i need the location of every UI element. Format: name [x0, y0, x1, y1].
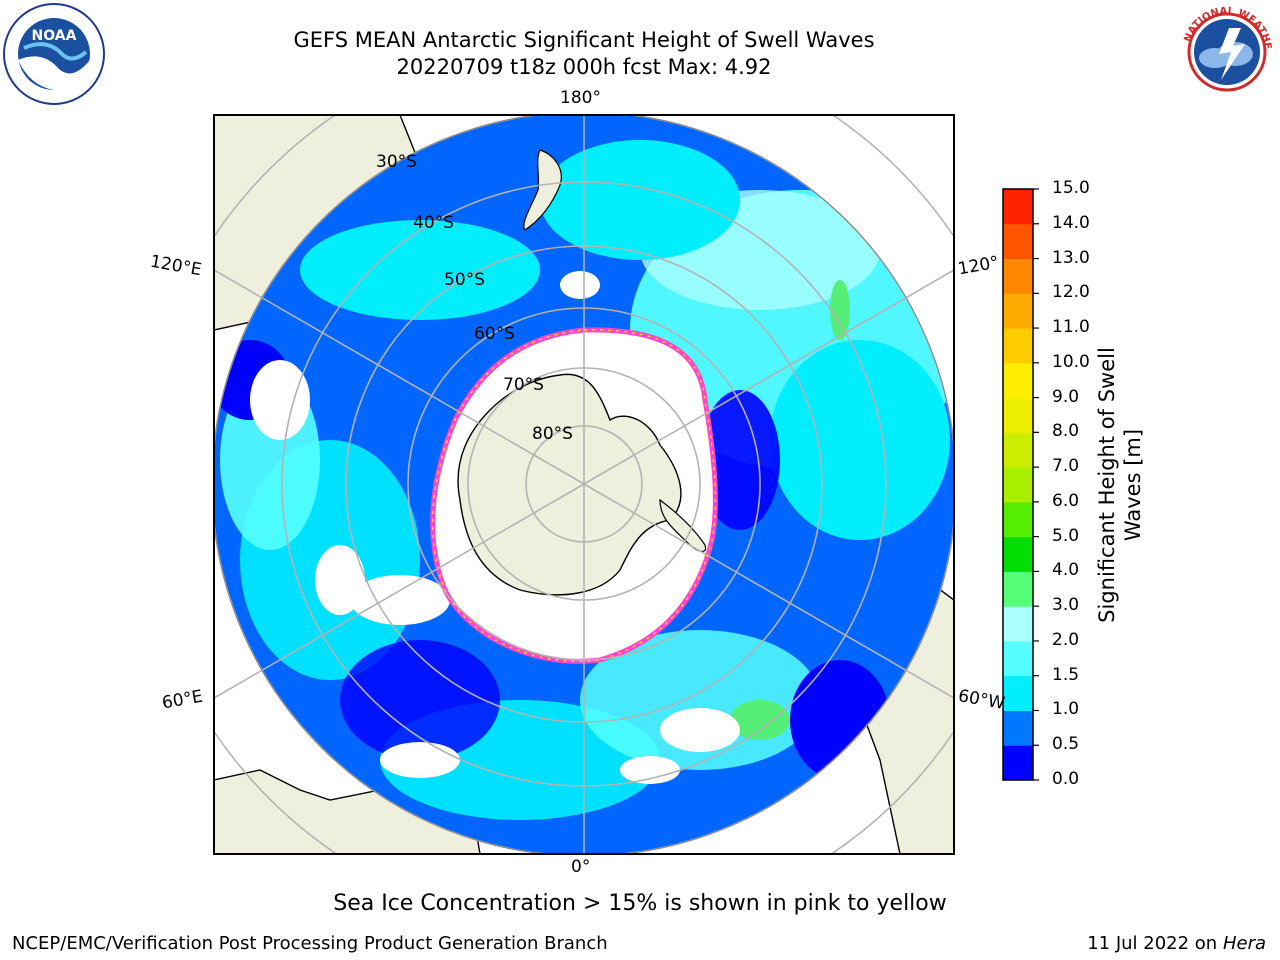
colorbar-segment — [1003, 536, 1033, 572]
colorbar-segment — [1003, 189, 1033, 225]
lat-label-40s: 40°S — [413, 213, 454, 233]
colorbar-tick-label: 3.0 — [1052, 595, 1080, 616]
antarctica-land — [457, 373, 682, 596]
chart-subtitle: 20220709 t18z 000h fcst Max: 4.92 — [396, 55, 772, 79]
footer-date: 11 Jul 2022 on Hera — [1087, 933, 1266, 954]
national-weather-service-icon: NATIONAL WEATHER SERVICE — [1175, 0, 1277, 102]
colorbar-tick-label: 0.5 — [1052, 734, 1080, 755]
chart-title: GEFS MEAN Antarctic Significant Height o… — [293, 28, 875, 52]
footer-date-text: 11 Jul 2022 on — [1087, 933, 1223, 954]
colorbar-segment — [1003, 501, 1033, 538]
colorbar-tick-label: 13.0 — [1052, 247, 1090, 268]
colorbar-segment — [1003, 571, 1033, 607]
colorbar-segment — [1003, 362, 1033, 399]
lat-label-50s: 50°S — [444, 270, 485, 290]
colorbar-segment — [1003, 293, 1033, 329]
colorbar-tick-label: 4.0 — [1052, 560, 1080, 581]
colorbar-tick-label: 1.0 — [1052, 699, 1080, 720]
colorbar-segment — [1003, 640, 1033, 677]
colorbar-tick-label: 9.0 — [1052, 386, 1080, 407]
colorbar-tick-label: 6.0 — [1052, 490, 1080, 511]
colorbar-title: Significant Height of Swell Waves [m] — [1095, 347, 1145, 623]
colorbar-segment — [1003, 397, 1033, 433]
swell-max-region — [730, 700, 790, 740]
colorbar — [1002, 188, 1039, 781]
footer-credit: NCEP/EMC/Verification Post Processing Pr… — [12, 933, 608, 954]
lon-label-180: 180° — [560, 88, 601, 108]
colorbar-tick-label: 7.0 — [1052, 456, 1080, 477]
colorbar-tick-label: 8.0 — [1052, 421, 1080, 442]
colorbar-segment — [1003, 606, 1033, 642]
colorbar-segment — [1003, 675, 1033, 711]
noaa-logo-icon: NOAA — [3, 3, 105, 105]
colorbar-tick-label: 0.0 — [1052, 769, 1080, 789]
lat-label-70s: 70°S — [503, 375, 544, 395]
colorbar-tick-label: 1.5 — [1052, 664, 1080, 685]
colorbar-tick-label: 14.0 — [1052, 212, 1090, 233]
footer-system: Hera — [1222, 933, 1266, 954]
lon-label-0: 0° — [571, 857, 591, 877]
colorbar-segment — [1003, 432, 1033, 468]
lat-label-60s: 60°S — [474, 324, 515, 344]
colorbar-segment — [1003, 467, 1033, 503]
sea-ice-note: Sea Ice Concentration > 15% is shown in … — [333, 891, 947, 916]
lat-label-80s: 80°S — [532, 424, 573, 444]
colorbar-segment — [1003, 710, 1033, 746]
graticule — [214, 115, 954, 854]
colorbar-segment — [1003, 328, 1033, 364]
colorbar-tick-label: 5.0 — [1052, 525, 1080, 546]
colorbar-segment — [1003, 745, 1033, 781]
colorbar-tick-label: 15.0 — [1052, 178, 1090, 198]
map-frame — [213, 114, 955, 855]
new-zealand-land — [523, 149, 562, 231]
colorbar-tick-label: 2.0 — [1052, 629, 1080, 650]
colorbar-segment — [1003, 223, 1033, 260]
noaa-logo-text: NOAA — [32, 28, 77, 44]
colorbar-tick-label: 12.0 — [1052, 282, 1090, 303]
colorbar-segment — [1003, 258, 1033, 294]
colorbar-tick-label: 11.0 — [1052, 317, 1090, 338]
colorbar-tick-label: 10.0 — [1052, 351, 1090, 372]
lat-label-30s: 30°S — [376, 152, 417, 172]
